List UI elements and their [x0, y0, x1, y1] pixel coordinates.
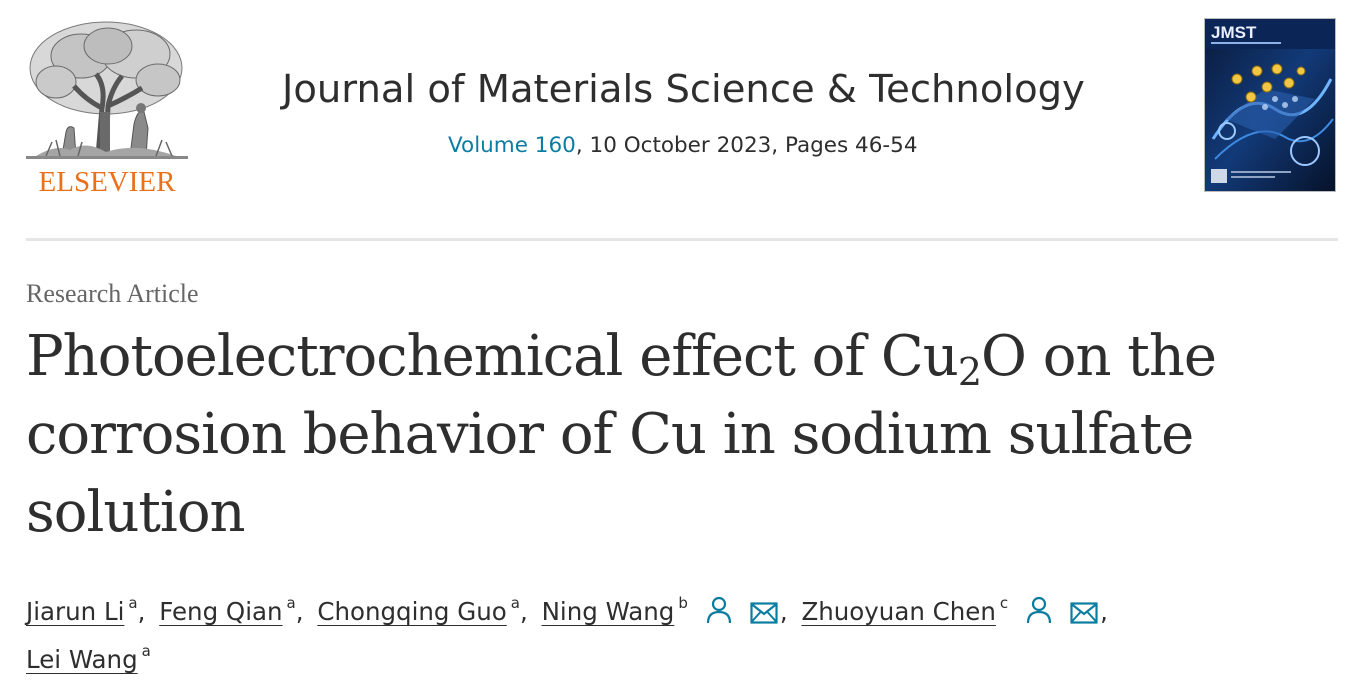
affiliation-marker[interactable]: a	[286, 594, 296, 612]
person-icon[interactable]	[1026, 596, 1052, 624]
affiliation-marker[interactable]: b	[678, 594, 688, 612]
author-separator: ,	[295, 597, 304, 626]
author-separator: ,	[137, 597, 146, 626]
header-divider	[26, 238, 1338, 241]
elsevier-logo[interactable]: ELSEVIER	[26, 16, 188, 198]
affiliation-marker[interactable]: a	[128, 594, 138, 612]
title-part-2: O on the corrosion behavior of Cu in sod…	[26, 324, 1217, 545]
affiliation-marker[interactable]: a	[141, 642, 151, 660]
cover-label: JMST	[1211, 23, 1257, 42]
journal-cover-thumbnail-icon: JMST	[1205, 19, 1335, 191]
mail-icon[interactable]	[1070, 602, 1098, 624]
author-separator: ,	[519, 597, 528, 626]
article-title: Photoelectrochemical effect of Cu2O on t…	[26, 318, 1276, 552]
author-link[interactable]: Jiarun Li	[26, 597, 124, 626]
article-type-label: Research Article	[26, 279, 199, 308]
author-name: Lei Wang	[26, 645, 138, 674]
affiliation-marker[interactable]: c	[999, 594, 1009, 612]
title-subscript: 2	[957, 350, 982, 394]
author-name: Jiarun Li	[26, 597, 125, 626]
author-name: Chongqing Guo	[317, 597, 507, 626]
issue-details: , 10 October 2023, Pages 46-54	[575, 133, 918, 158]
author-link[interactable]: Lei Wang	[26, 645, 138, 674]
mail-icon[interactable]	[750, 602, 778, 624]
journal-header: ELSEVIER Journal of Materials Science & …	[0, 0, 1354, 240]
journal-title[interactable]: Journal of Materials Science & Technolog…	[282, 67, 1085, 112]
author-name: Zhuoyuan Chen	[801, 597, 996, 626]
elsevier-tree-icon	[26, 16, 188, 164]
affiliation-marker[interactable]: a	[510, 594, 520, 612]
elsevier-wordmark: ELSEVIER	[38, 166, 176, 198]
author-link[interactable]: Zhuoyuan Chen	[801, 597, 995, 626]
author-name: Feng Qian	[159, 597, 283, 626]
issue-info: Volume 160, 10 October 2023, Pages 46-54	[448, 131, 918, 161]
person-icon[interactable]	[706, 596, 732, 624]
author-separator: ,	[779, 597, 788, 626]
author-name: Ning Wang	[541, 597, 675, 626]
volume-link[interactable]: Volume 160	[448, 133, 576, 158]
title-part-1: Photoelectrochemical effect of Cu	[26, 324, 959, 389]
author-separator: ,	[1100, 597, 1108, 626]
author-link[interactable]: Feng Qian	[159, 597, 282, 626]
journal-cover-image[interactable]: JMST	[1204, 18, 1336, 192]
author-link[interactable]: Chongqing Guo	[317, 597, 506, 626]
author-list: Jiarun Li a, Feng Qian a, Chongqing Guo a, …	[26, 588, 1326, 684]
author-link[interactable]: Ning Wang	[542, 597, 675, 626]
